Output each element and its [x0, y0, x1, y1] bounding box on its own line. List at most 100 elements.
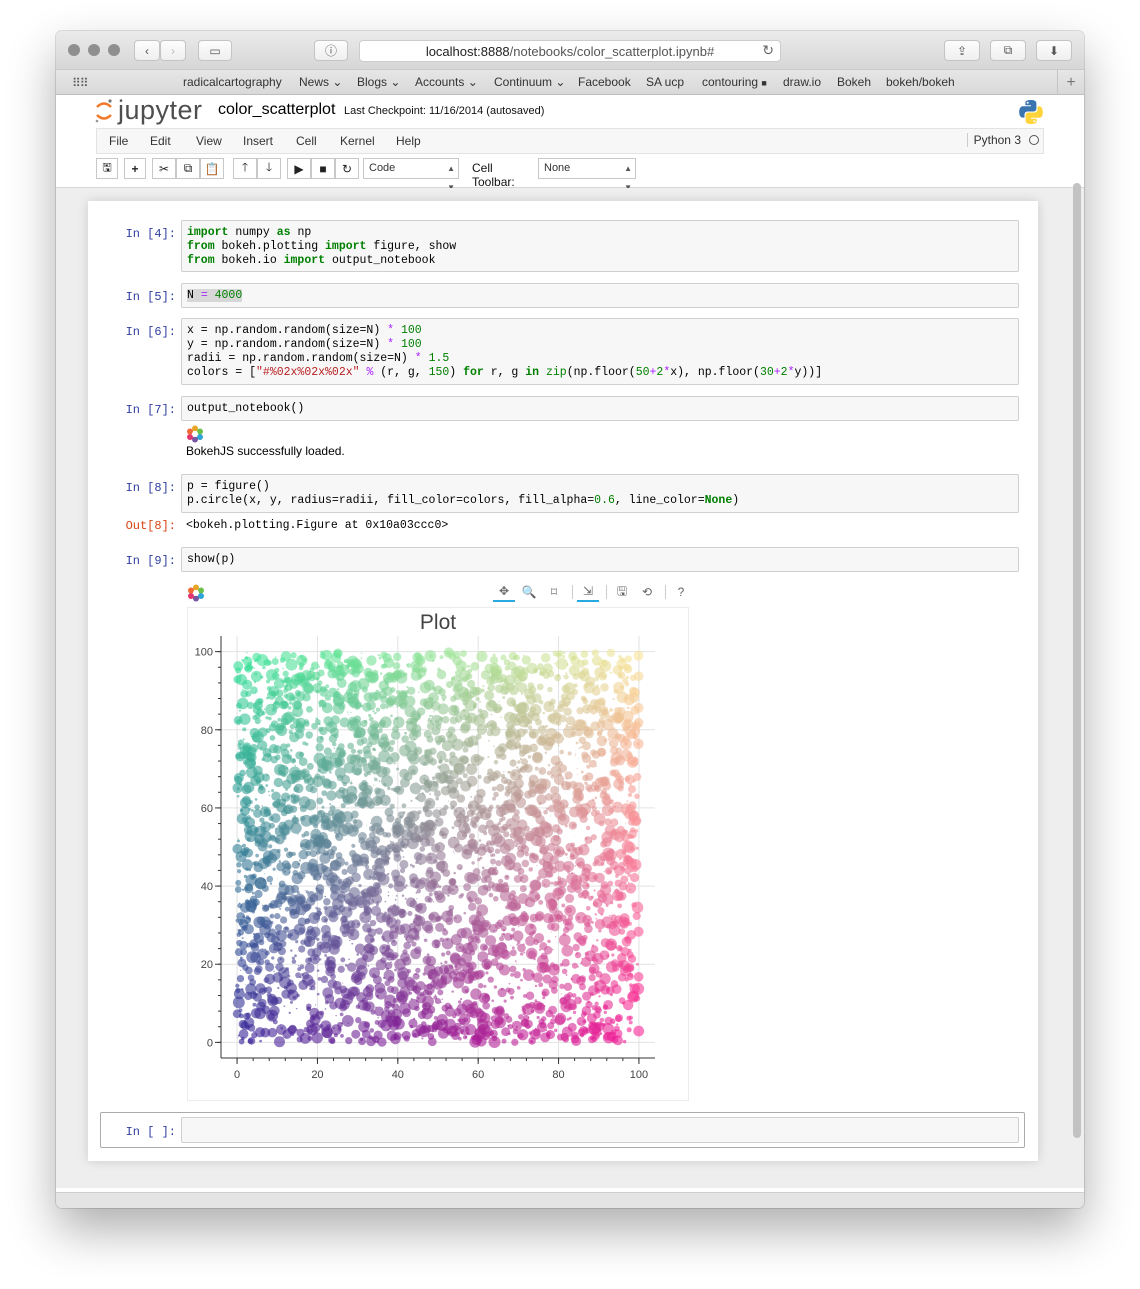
menu-view[interactable]: View [196, 134, 222, 148]
bokeh-plot[interactable]: 0 20 40 60 80 100 0 20 40 60 80 100 Plot [187, 607, 689, 1101]
bookmark-facebook[interactable]: Facebook [578, 75, 631, 89]
help-tool[interactable]: ? [670, 583, 692, 601]
code-cell-input[interactable]: x = np.random.random(size=N) * 100 y = n… [181, 318, 1019, 385]
new-tab-button[interactable]: + [1057, 70, 1084, 95]
scatter-point [459, 867, 462, 870]
box-zoom-tool[interactable]: ⌑ [543, 583, 565, 601]
reader-button[interactable]: ⓘ [314, 40, 348, 61]
scatter-point [551, 660, 553, 661]
scatter-point [328, 887, 330, 888]
move-up-button[interactable]: 🡑 [233, 158, 257, 179]
menu-edit[interactable]: Edit [150, 134, 171, 148]
jupyter-logo[interactable]: jupyter [94, 95, 203, 126]
scatter-point [502, 928, 506, 932]
wheel-zoom-tool[interactable]: 🔍 [518, 583, 540, 601]
restart-button[interactable]: ↻ [335, 158, 359, 179]
back-button[interactable]: ‹ [134, 40, 160, 61]
move-down-button[interactable]: 🡓 [257, 158, 281, 179]
bookmark-radicalcartography[interactable]: radicalcartography [183, 75, 282, 89]
toolbar-divider [606, 585, 607, 599]
plus-icon: + [131, 161, 139, 176]
code-cell-input[interactable]: show(p) [181, 547, 1019, 572]
scatter-point [452, 789, 456, 793]
bookmark-blogs[interactable]: Blogs ⌄ [357, 75, 401, 89]
scatter-point [404, 690, 409, 694]
bookmark-accounts[interactable]: Accounts ⌄ [415, 75, 478, 89]
save-button[interactable]: 🖫 [96, 158, 118, 179]
reset-tool[interactable]: ⟲ [636, 583, 658, 601]
code-cell-input[interactable]: N = 4000 [181, 283, 1019, 308]
scatter-point [519, 674, 527, 682]
scatter-point [342, 822, 354, 835]
resize-tool[interactable]: ⇲ [577, 582, 599, 602]
scatter-point [271, 658, 279, 666]
menu-kernel[interactable]: Kernel [340, 134, 375, 148]
scatter-point [510, 667, 522, 679]
share-button[interactable]: ⇪ [944, 40, 980, 61]
scatter-point [510, 890, 517, 896]
scatter-point [498, 674, 507, 683]
code-cell-input[interactable]: output_notebook() [181, 396, 1019, 421]
bookmark-bokeh-repo[interactable]: bokeh/bokeh [886, 75, 955, 89]
menu-insert[interactable]: Insert [243, 134, 274, 148]
menu-file[interactable]: File [109, 134, 129, 148]
scatter-point [243, 706, 245, 707]
bookmark-contouring[interactable]: contouring ■ [702, 75, 767, 89]
scatter-point [524, 897, 536, 908]
scatter-point [323, 747, 332, 756]
cell-toolbar-select[interactable]: None▲▼ [538, 158, 636, 192]
bookmark-drawio[interactable]: draw.io [783, 75, 822, 89]
scatter-point [624, 681, 630, 687]
scatter-point [337, 1027, 342, 1031]
scatter-point [491, 778, 496, 782]
scatter-point [456, 958, 459, 961]
scatter-point [299, 654, 304, 659]
bookmark-continuum[interactable]: Continuum ⌄ [494, 75, 566, 89]
scatter-point [553, 654, 555, 656]
paste-button[interactable]: 📋 [200, 158, 224, 179]
notebook-name[interactable]: color_scatterplot [218, 101, 336, 118]
interrupt-button[interactable]: ■ [311, 158, 335, 179]
tabs-button[interactable]: ⧉ [990, 40, 1026, 61]
code-cell-input[interactable] [181, 1117, 1019, 1143]
scatter-point [609, 671, 613, 674]
bookmark-news[interactable]: News ⌄ [299, 75, 343, 89]
copy-button[interactable]: ⧉ [176, 158, 200, 179]
scatter-point [490, 1015, 497, 1022]
scatter-point [528, 725, 533, 730]
zoom-window-button[interactable] [108, 44, 120, 56]
save-plot-tool[interactable]: 🖫 [611, 583, 633, 601]
reload-icon[interactable]: ↻ [762, 42, 774, 58]
minimize-window-button[interactable] [88, 44, 100, 56]
bookmark-sa-ucp[interactable]: SA ucp [646, 75, 685, 89]
run-button[interactable]: ▶ [287, 158, 311, 179]
scatter-point [434, 817, 444, 827]
pan-tool[interactable]: ✥ [493, 582, 515, 602]
vertical-scrollbar[interactable] [1073, 183, 1081, 1138]
scatter-point [385, 916, 397, 929]
code-cell-input[interactable]: p = figure() p.circle(x, y, radius=radii… [181, 474, 1019, 513]
cut-button[interactable]: ✂ [152, 158, 176, 179]
bookmark-bokeh[interactable]: Bokeh [837, 75, 872, 89]
forward-button[interactable]: › [160, 40, 186, 61]
scatter-point [389, 803, 395, 810]
scatter-point [451, 826, 455, 830]
close-window-button[interactable] [68, 44, 80, 56]
downloads-button[interactable]: ⬇ [1036, 40, 1072, 61]
scatter-point [603, 1032, 612, 1041]
scatter-point [517, 744, 522, 749]
scatter-point [339, 985, 348, 994]
scatter-point [393, 785, 401, 793]
scatter-point [586, 883, 589, 886]
sidebar-button[interactable]: ▭ [198, 40, 232, 61]
scatter-point [402, 1008, 411, 1018]
menu-cell[interactable]: Cell [296, 134, 317, 148]
code-cell-input[interactable]: import numpy as np from bokeh.plotting i… [181, 220, 1019, 272]
address-bar[interactable]: localhost:8888/notebooks/color_scatterpl… [359, 40, 781, 62]
scatter-point [531, 808, 542, 819]
insert-cell-button[interactable]: + [124, 158, 146, 179]
cell-type-select[interactable]: Code▲▼ [363, 158, 459, 192]
grid-icon[interactable]: ⠿⠿ [72, 76, 89, 90]
menu-help[interactable]: Help [396, 134, 421, 148]
